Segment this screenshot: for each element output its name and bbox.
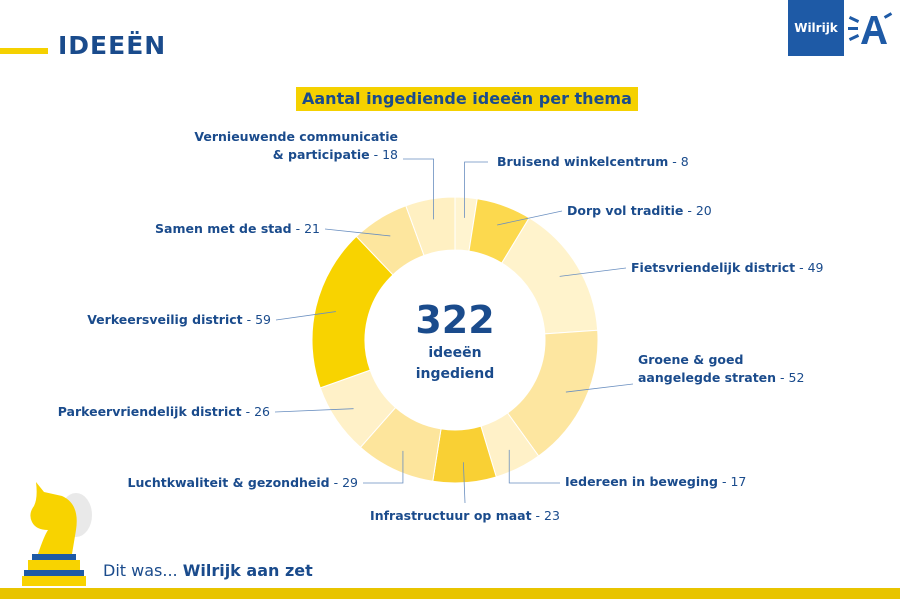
leader-line	[274, 408, 354, 413]
center-total: 322	[415, 298, 494, 342]
slice-label: Infrastructuur op maat - 23	[370, 508, 560, 523]
chess-knight-icon	[22, 482, 92, 586]
district-badge: Wilrijk	[788, 0, 844, 56]
leader-line	[508, 449, 560, 484]
antwerp-a-logo-icon	[848, 12, 893, 44]
donut-slice	[405, 196, 456, 257]
leader-line	[565, 383, 634, 393]
leader-lines	[274, 158, 634, 504]
center-label-1: ideeën	[428, 345, 481, 361]
slice-labels: Bruisend winkelcentrum - 8 Dorp vol tradi…	[58, 129, 824, 523]
header-accent-bar	[0, 48, 48, 54]
slice-label: & participatie - 18	[273, 147, 398, 162]
slice-value-label: - 17	[718, 474, 746, 489]
slice-label: Samen met de stad - 21	[155, 221, 320, 236]
footer-text: Dit was... Wilrijk aan zet	[103, 561, 313, 580]
slice-value-label: - 52	[776, 370, 804, 385]
slice-label: Parkeervriendelijk district - 26	[58, 404, 270, 419]
slice-value-label: - 26	[242, 404, 270, 419]
leader-line	[559, 267, 627, 277]
leader-line	[464, 161, 488, 218]
slice-label: Dorp vol traditie - 20	[567, 203, 712, 218]
slice-value-label: - 20	[683, 203, 711, 218]
page-title: IDEEËN	[58, 31, 167, 60]
slice-value-label: - 29	[330, 475, 358, 490]
chart-title: Aantal ingediende ideeën per thema	[296, 87, 638, 111]
leader-line	[324, 228, 391, 237]
leader-line	[363, 450, 404, 484]
slice-value-label: - 59	[243, 312, 271, 327]
slice-label: Bruisend winkelcentrum - 8	[497, 154, 689, 169]
slice-value-label: - 23	[532, 508, 560, 523]
slice-label: aangelegde straten - 52	[638, 370, 804, 385]
leader-line	[462, 462, 466, 504]
slice-label: Iedereen in beweging - 17	[565, 474, 746, 489]
leader-line	[275, 311, 336, 321]
slice-value-label: - 21	[292, 221, 320, 236]
donut-slices	[311, 196, 599, 484]
footer-prefix: Dit was...	[103, 561, 183, 580]
district-badge-label: Wilrijk	[794, 21, 838, 35]
footer-emphasis: Wilrijk aan zet	[182, 561, 313, 580]
slice-value-label: - 8	[668, 154, 688, 169]
leader-line	[497, 210, 563, 226]
slice-label: Vernieuwende communicatie	[194, 129, 398, 144]
slice-value-label: - 49	[795, 260, 823, 275]
slice-label: Luchtkwaliteit & gezondheid - 29	[128, 475, 358, 490]
slice-label: Groene & goed	[638, 352, 743, 367]
slice-label: Verkeersveilig district - 59	[87, 312, 271, 327]
leader-line	[403, 158, 434, 220]
footer-bar	[0, 588, 900, 599]
slice-value-label: - 18	[370, 147, 398, 162]
slice-label: Fietsvriendelijk district - 49	[631, 260, 824, 275]
center-label-2: ingediend	[416, 366, 495, 382]
